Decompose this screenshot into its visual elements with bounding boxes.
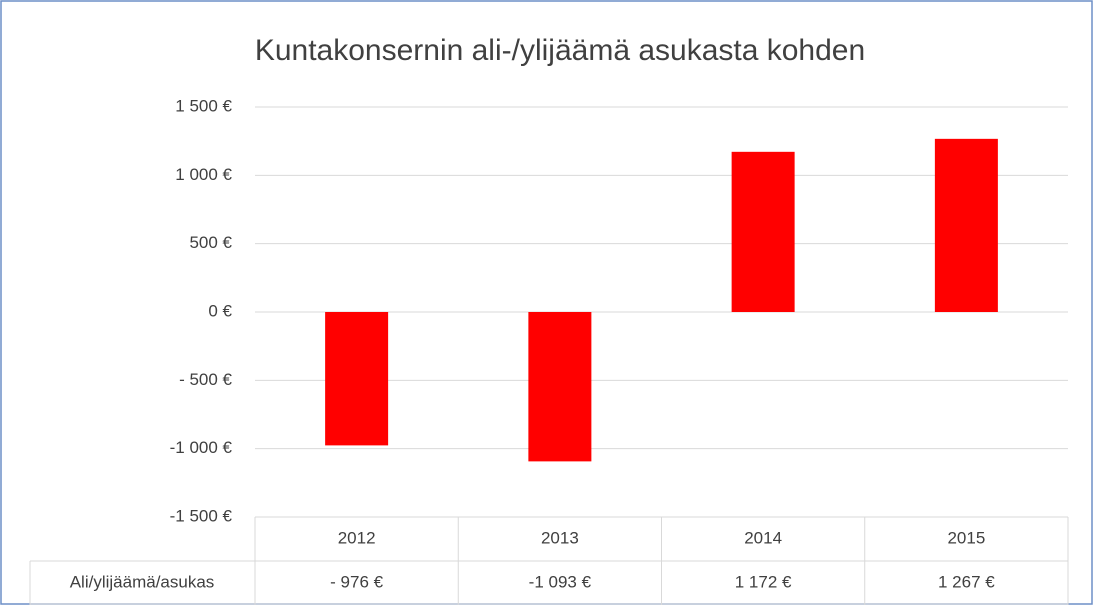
data-label: 1 172 € xyxy=(735,572,792,591)
bar xyxy=(325,312,389,446)
data-label: 1 267 € xyxy=(938,572,995,591)
y-tick-label: -1 000 € xyxy=(170,438,233,457)
y-tick-label: 500 € xyxy=(189,233,232,252)
data-label: - 976 € xyxy=(330,572,383,591)
x-tick-label: 2015 xyxy=(947,528,985,547)
y-tick-label: -1 500 € xyxy=(170,506,233,525)
data-label: -1 093 € xyxy=(529,572,592,591)
chart-title: Kuntakonsernin ali-/ylijäämä asukasta ko… xyxy=(255,34,865,67)
y-tick-label: 0 € xyxy=(208,301,232,320)
y-tick-label: 1 500 € xyxy=(175,96,232,115)
bar xyxy=(528,312,592,462)
x-tick-label: 2013 xyxy=(541,528,579,547)
x-tick-label: 2014 xyxy=(744,528,782,547)
x-tick-label: 2012 xyxy=(338,528,376,547)
y-tick-label: - 500 € xyxy=(179,370,232,389)
y-tick-label: 1 000 € xyxy=(175,165,232,184)
bar xyxy=(731,151,795,312)
legend-label: Ali/ylijäämä/asukas xyxy=(70,572,215,591)
bar xyxy=(934,138,998,312)
